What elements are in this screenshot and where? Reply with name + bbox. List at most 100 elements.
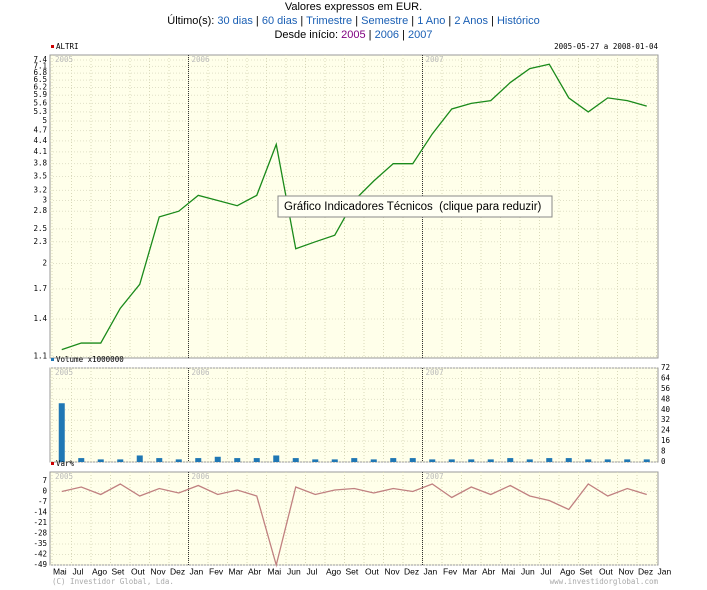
link[interactable]: Histórico xyxy=(496,15,540,27)
y-tick-label: 5.9 xyxy=(33,90,47,99)
link[interactable]: 30 dias xyxy=(217,15,253,27)
x-tick-label: Nov xyxy=(385,566,401,576)
y-tick-label: 5 xyxy=(42,116,47,125)
bar xyxy=(565,458,572,462)
bar xyxy=(58,403,65,462)
label: Último(s): xyxy=(167,15,215,27)
bar xyxy=(253,458,260,462)
bar xyxy=(78,458,85,462)
panel-title: Volume x1000000 xyxy=(56,355,124,364)
bar xyxy=(331,459,338,462)
y-tick-label: 16 xyxy=(661,436,671,445)
x-tick-label: Dez xyxy=(170,566,185,576)
date-range: 2005-05-27 a 2008-01-04 xyxy=(554,42,658,51)
y-tick-label: 4.1 xyxy=(33,147,47,156)
y-tick-label: 24 xyxy=(661,426,671,435)
y-tick-label: -35 xyxy=(33,539,47,548)
y-tick-label: -28 xyxy=(33,529,47,538)
y-tick-label: 0 xyxy=(42,487,47,496)
bar xyxy=(97,459,104,462)
x-tick-label: Out xyxy=(599,566,613,576)
bar xyxy=(468,459,475,462)
x-tick-label: Jun xyxy=(521,566,535,576)
link[interactable]: 2007 xyxy=(408,29,433,41)
y-tick-label: 5.3 xyxy=(33,107,47,116)
bar xyxy=(117,459,124,462)
link[interactable]: 2 Anos xyxy=(454,15,488,27)
y-tick-label: -7 xyxy=(38,497,47,506)
x-tick-label: Jul xyxy=(73,566,84,576)
x-tick-label: Fev xyxy=(209,566,224,576)
tooltip[interactable]: Gráfico Indicadores Técnicos (clique par… xyxy=(284,201,542,213)
y-tick-label: 1.4 xyxy=(33,314,47,323)
x-tick-label: Abr xyxy=(248,566,261,576)
link[interactable]: 1 Ano xyxy=(417,15,446,27)
year-label: 2005 xyxy=(55,55,73,64)
title-marker xyxy=(51,45,54,48)
y-tick-label: -42 xyxy=(33,550,47,559)
footer-left: (C) Investidor Global, Lda. xyxy=(52,577,174,586)
link[interactable]: 2006 xyxy=(374,29,400,41)
panel xyxy=(49,471,659,566)
bar xyxy=(156,458,163,462)
year-label: 2005 xyxy=(55,472,73,481)
y-tick-label: 32 xyxy=(661,415,670,424)
y-tick-label: 1.1 xyxy=(33,352,47,361)
y-tick-label: 7 xyxy=(42,476,47,485)
bar xyxy=(448,459,455,462)
y-tick-label: 7.4 xyxy=(33,55,47,64)
separator: | xyxy=(255,15,259,27)
bar xyxy=(292,458,299,462)
link[interactable]: Trimestre xyxy=(306,15,353,27)
year-label: 2007 xyxy=(426,55,444,64)
year-label: 2007 xyxy=(426,472,444,481)
y-tick-label: 6.5 xyxy=(33,75,47,84)
link[interactable]: Semestre xyxy=(361,15,409,27)
y-tick-label: 56 xyxy=(661,384,671,393)
since-links: Desde início: 2005 | 2006 | 2007 xyxy=(0,28,707,42)
y-tick-label: 4.4 xyxy=(33,136,47,145)
separator: | xyxy=(448,15,452,27)
separator: | xyxy=(355,15,359,27)
link[interactable]: 60 dias xyxy=(261,15,298,27)
x-tick-label: Dez xyxy=(404,566,419,576)
separator: | xyxy=(368,29,372,41)
y-tick-label: -49 xyxy=(33,560,47,569)
bar xyxy=(409,458,416,462)
x-tick-label: Mar xyxy=(463,566,478,576)
y-tick-label: 64 xyxy=(661,373,671,382)
y-tick-label: 3.8 xyxy=(33,159,47,168)
x-tick-label: Jan xyxy=(424,566,438,576)
bar xyxy=(604,459,611,462)
link[interactable]: 2005 xyxy=(341,29,366,41)
y-tick-label: 2 xyxy=(42,259,47,268)
bar xyxy=(273,455,280,462)
x-tick-label: Ago xyxy=(92,566,107,576)
separator: | xyxy=(491,15,494,27)
x-tick-label: Ago xyxy=(560,566,575,576)
y-tick-label: -21 xyxy=(33,518,47,527)
bar xyxy=(351,458,358,462)
x-tick-label: Out xyxy=(365,566,379,576)
x-tick-label: Nov xyxy=(619,566,635,576)
y-tick-label: 1.7 xyxy=(33,284,47,293)
y-tick-label: 5.6 xyxy=(33,98,47,107)
y-tick-label: 3 xyxy=(42,195,47,204)
x-tick-label: Out xyxy=(131,566,145,576)
bar xyxy=(175,459,182,462)
y-tick-label: 4.7 xyxy=(33,126,47,135)
bar xyxy=(195,458,202,462)
y-tick-label: 6.8 xyxy=(33,68,47,77)
x-tick-label: Set xyxy=(580,566,593,576)
bar xyxy=(312,459,319,462)
bar xyxy=(643,459,650,462)
x-tick-label: Dez xyxy=(638,566,653,576)
y-tick-label: -14 xyxy=(33,508,47,517)
y-tick-label: 3.5 xyxy=(33,171,47,180)
panel-title: ALTRI xyxy=(56,42,79,51)
y-tick-label: 2.5 xyxy=(33,224,47,233)
bar xyxy=(214,456,221,462)
panel xyxy=(49,367,659,463)
